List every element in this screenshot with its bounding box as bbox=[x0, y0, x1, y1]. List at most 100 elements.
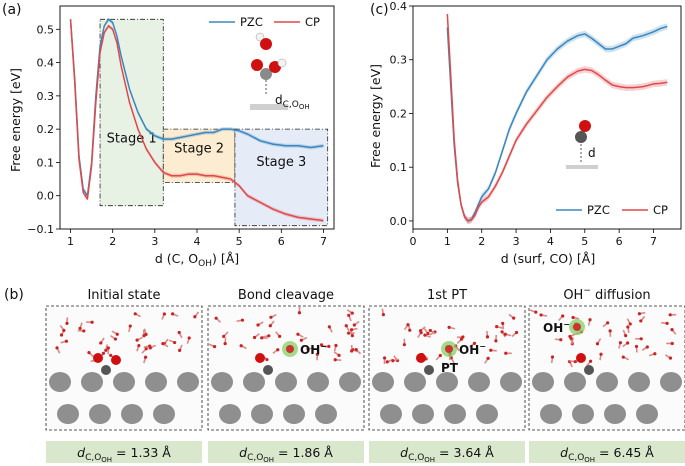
chart-a-legend: PZC CP bbox=[209, 15, 320, 29]
legend-a-cp: CP bbox=[305, 15, 320, 29]
water-oxygen bbox=[133, 312, 137, 316]
water-oxygen bbox=[267, 334, 271, 338]
water-oxygen bbox=[539, 313, 543, 317]
carbon-atom bbox=[584, 365, 594, 375]
snapshot-title: Bond cleavage bbox=[238, 288, 334, 303]
water-oxygen bbox=[87, 351, 91, 355]
legend-c-pzc: PZC bbox=[587, 203, 610, 217]
chart-c-xtick-label: 7 bbox=[650, 235, 657, 248]
water-oxygen bbox=[177, 330, 181, 335]
distance-bar bbox=[46, 441, 202, 463]
surface-atom bbox=[275, 372, 297, 392]
water-oxygen bbox=[503, 332, 507, 336]
water-oxygen bbox=[62, 328, 66, 332]
water-oxygen bbox=[472, 341, 477, 346]
hydrogen-atom bbox=[255, 32, 265, 42]
water-oxygen bbox=[334, 343, 338, 348]
water-oxygen bbox=[665, 321, 669, 326]
chart-c-xlabel: d (surf, CO) [Å] bbox=[501, 251, 595, 266]
water-oxygen bbox=[268, 324, 272, 328]
oxygen-atom bbox=[111, 355, 121, 365]
surface-atom bbox=[380, 404, 402, 424]
surface-atom bbox=[628, 372, 650, 392]
surface-atom bbox=[153, 404, 175, 424]
surface-atom bbox=[596, 372, 618, 392]
surface-atom bbox=[540, 404, 562, 424]
water-oxygen bbox=[333, 358, 337, 362]
surface-atom bbox=[372, 372, 394, 392]
water-oxygen bbox=[128, 324, 132, 328]
chart-a-ytick-label: 0.5 bbox=[37, 23, 55, 36]
water-oxygen bbox=[256, 323, 260, 327]
water-oxygen bbox=[489, 348, 493, 352]
ion-label: OH− bbox=[300, 342, 327, 357]
chart-c-ytick-label: 0.3 bbox=[390, 54, 408, 67]
water-oxygen bbox=[438, 353, 442, 358]
water-oxygen bbox=[501, 321, 505, 325]
panel-letter-a: (a) bbox=[2, 2, 22, 18]
stage-label-1: Stage 1 bbox=[107, 131, 157, 146]
chart-c-xtick-label: 3 bbox=[513, 235, 520, 248]
carbon-atom bbox=[575, 131, 587, 143]
series-line-cp bbox=[446, 14, 668, 222]
water-oxygen bbox=[297, 311, 302, 315]
oxygen-atom bbox=[576, 353, 586, 363]
water-oxygen bbox=[252, 335, 257, 340]
chart-c-xtick-label: 1 bbox=[444, 235, 451, 248]
chart-c-ytick-label: 0.2 bbox=[390, 107, 408, 120]
snapshot-title: Initial state bbox=[87, 288, 160, 303]
water-oxygen bbox=[494, 339, 498, 343]
water-oxygen bbox=[381, 312, 385, 317]
water-oxygen bbox=[173, 340, 177, 345]
water-oxygen bbox=[109, 353, 113, 357]
water-oxygen bbox=[269, 315, 273, 319]
legend-a-pzc: PZC bbox=[240, 15, 263, 29]
water-oxygen bbox=[426, 331, 430, 336]
water-oxygen bbox=[645, 345, 649, 349]
legend-c-cp: CP bbox=[653, 203, 668, 217]
snapshot-2: Bond cleavage OH− dC,OOH = 1.86 Å bbox=[207, 288, 365, 464]
water-oxygen bbox=[222, 334, 226, 339]
water-oxygen bbox=[187, 336, 191, 340]
water-oxygen bbox=[299, 338, 303, 342]
water-oxygen bbox=[569, 336, 573, 341]
chart-c-xtick-label: 4 bbox=[547, 235, 554, 248]
water-oxygen bbox=[350, 334, 354, 338]
oxygen-atom bbox=[416, 353, 426, 363]
chart-a-ytick-label: 0.2 bbox=[37, 123, 55, 136]
surface-atom bbox=[113, 372, 135, 392]
water-oxygen bbox=[626, 325, 630, 329]
chart-c-xtick-label: 2 bbox=[478, 235, 485, 248]
surface-atom bbox=[283, 404, 305, 424]
chart-a-ytick-label: 0.3 bbox=[37, 90, 55, 103]
inset-label-c: d bbox=[588, 146, 596, 160]
water-oxygen bbox=[639, 337, 643, 341]
chart-a-molecule-inset: dC,OOH bbox=[250, 32, 310, 111]
water-oxygen bbox=[639, 319, 643, 323]
water-oxygen bbox=[101, 351, 106, 355]
inset-label-a: dC,OOH bbox=[275, 93, 310, 111]
water-oxygen bbox=[276, 348, 280, 352]
stage-box-1 bbox=[99, 18, 164, 207]
surface-atom bbox=[177, 372, 199, 392]
panel-letter-b: (b) bbox=[4, 287, 24, 303]
chart-a-xtick-label: 4 bbox=[194, 235, 201, 248]
panel-letter-c: (c) bbox=[370, 2, 389, 18]
chart-a-ytick-label: −0.1 bbox=[27, 223, 54, 236]
water-oxygen bbox=[589, 359, 593, 363]
snapshots-panel: Initial state dC,OOH = 1.33 Å Bond cleavag… bbox=[45, 286, 685, 464]
surface-atom bbox=[243, 372, 265, 392]
surface-slab bbox=[566, 165, 598, 169]
oxygen-atom bbox=[255, 353, 265, 363]
surface-atom bbox=[636, 404, 658, 424]
water-oxygen bbox=[423, 333, 427, 337]
water-oxygen bbox=[178, 348, 182, 353]
oxygen-atom bbox=[573, 323, 581, 331]
ion-label: OH− bbox=[543, 320, 570, 335]
water-oxygen bbox=[239, 344, 243, 348]
water-oxygen bbox=[104, 348, 108, 352]
snapshot-4: OH− diffusion OH− dC,OOH = 6.45 Å bbox=[528, 286, 685, 464]
chart-c-legend: PZC CP bbox=[556, 203, 668, 217]
surface-atom bbox=[307, 372, 329, 392]
